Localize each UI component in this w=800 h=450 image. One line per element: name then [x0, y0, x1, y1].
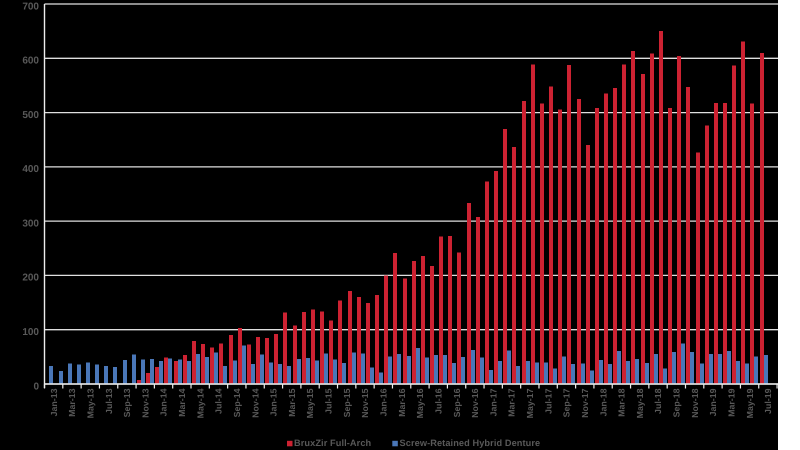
svg-text:Sep-16: Sep-16 — [452, 388, 462, 417]
svg-text:Jan-13: Jan-13 — [49, 388, 59, 416]
svg-text:May-13: May-13 — [85, 388, 95, 418]
svg-text:Nov-15: Nov-15 — [360, 388, 370, 417]
svg-text:Mar-13: Mar-13 — [67, 388, 77, 416]
svg-text:May-17: May-17 — [525, 388, 535, 418]
svg-text:Mar-18: Mar-18 — [617, 388, 627, 416]
svg-text:0: 0 — [33, 381, 39, 392]
svg-text:BruxZir Full-Arch: BruxZir Full-Arch — [294, 438, 372, 448]
svg-text:Jan-19: Jan-19 — [708, 388, 718, 416]
svg-text:May-19: May-19 — [745, 388, 755, 418]
svg-text:Sep-15: Sep-15 — [342, 388, 352, 417]
svg-text:May-14: May-14 — [195, 388, 205, 418]
svg-text:400: 400 — [22, 164, 39, 175]
svg-text:May-18: May-18 — [635, 388, 645, 418]
svg-text:Sep-13: Sep-13 — [122, 388, 132, 417]
svg-text:200: 200 — [22, 273, 39, 284]
svg-text:700: 700 — [22, 1, 39, 12]
svg-text:Mar-19: Mar-19 — [726, 388, 736, 416]
svg-text:Sep-18: Sep-18 — [672, 388, 682, 417]
svg-text:Nov-16: Nov-16 — [470, 388, 480, 417]
svg-text:Screw-Retained Hybrid Denture: Screw-Retained Hybrid Denture — [400, 438, 541, 448]
svg-text:Jul-13: Jul-13 — [104, 388, 114, 414]
svg-text:Jul-19: Jul-19 — [763, 388, 773, 414]
svg-text:May-15: May-15 — [305, 388, 315, 418]
svg-text:Jan-14: Jan-14 — [159, 388, 169, 416]
svg-text:Jan-17: Jan-17 — [488, 388, 498, 416]
svg-text:500: 500 — [22, 110, 39, 121]
svg-text:Jan-15: Jan-15 — [269, 388, 279, 416]
svg-text:Jan-18: Jan-18 — [598, 388, 608, 416]
svg-text:Mar-15: Mar-15 — [287, 388, 297, 416]
svg-text:300: 300 — [22, 218, 39, 229]
svg-text:Nov-14: Nov-14 — [250, 388, 260, 417]
svg-text:Nov-13: Nov-13 — [140, 388, 150, 417]
svg-text:Sep-17: Sep-17 — [562, 388, 572, 417]
svg-text:May-16: May-16 — [415, 388, 425, 418]
svg-text:Sep-14: Sep-14 — [232, 388, 242, 417]
svg-text:100: 100 — [22, 327, 39, 338]
svg-text:600: 600 — [22, 56, 39, 67]
svg-text:Nov-17: Nov-17 — [580, 388, 590, 417]
svg-text:Mar-16: Mar-16 — [397, 388, 407, 416]
svg-text:Jul-18: Jul-18 — [653, 388, 663, 414]
svg-text:Jul-14: Jul-14 — [214, 388, 224, 414]
svg-text:Jul-15: Jul-15 — [324, 388, 334, 414]
svg-text:Mar-17: Mar-17 — [507, 388, 517, 416]
svg-text:Mar-14: Mar-14 — [177, 388, 187, 416]
svg-text:Jul-16: Jul-16 — [433, 388, 443, 414]
svg-text:Jul-17: Jul-17 — [543, 388, 553, 414]
svg-text:Nov-18: Nov-18 — [690, 388, 700, 417]
svg-text:Jan-16: Jan-16 — [379, 388, 389, 416]
